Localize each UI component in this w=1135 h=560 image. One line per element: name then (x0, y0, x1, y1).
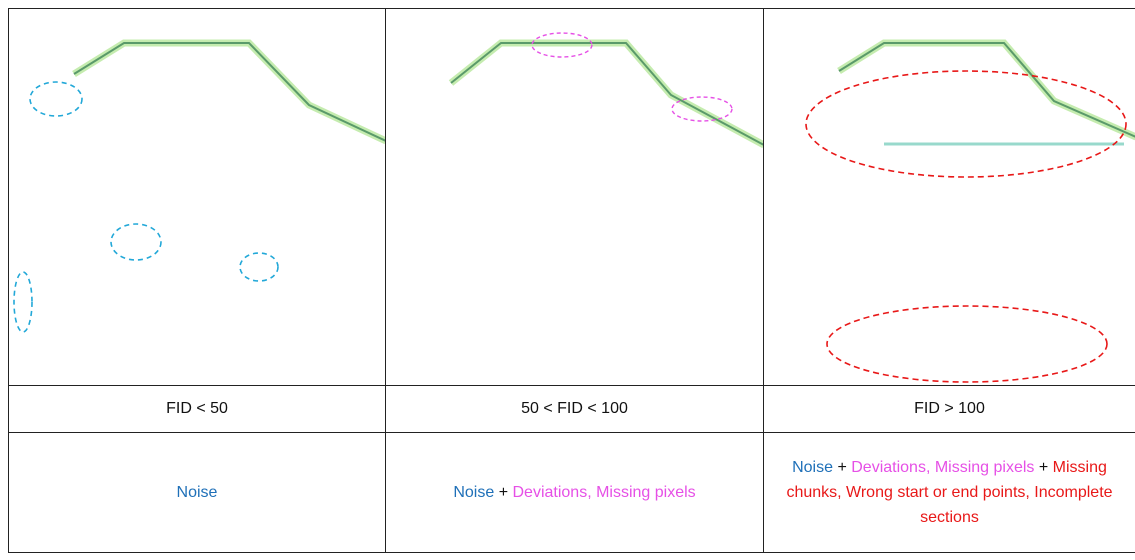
description-segment: Deviations, Missing pixels (512, 484, 695, 501)
image-drawing (386, 9, 764, 386)
fid-label: FID < 50 (8, 385, 385, 432)
sample-image (385, 8, 763, 385)
description-text: Noise + Deviations, Missing pixels (453, 480, 695, 505)
figure: FID < 50 50 < FID < 100 FID > 100 Noise … (0, 0, 1135, 560)
description-segment: Deviations, Missing pixels (851, 459, 1034, 476)
sample-image (8, 8, 385, 385)
description-segment: Noise (792, 459, 833, 476)
description-text: Noise (177, 480, 218, 505)
image-drawing (764, 9, 1135, 386)
sample-image (763, 8, 1135, 385)
error-description: Noise (8, 432, 385, 553)
error-description: Noise + Deviations, Missing pixels (385, 432, 763, 553)
fid-label: 50 < FID < 100 (385, 385, 763, 432)
fid-label: FID > 100 (763, 385, 1135, 432)
error-description: Noise + Deviations, Missing pixels + Mis… (763, 432, 1135, 553)
description-segment: + (1039, 459, 1048, 476)
description-segment: + (499, 484, 508, 501)
description-segment: + (837, 459, 846, 476)
description-text: Noise + Deviations, Missing pixels + Mis… (770, 455, 1129, 530)
description-segment: Noise (177, 484, 218, 501)
image-drawing (9, 9, 386, 386)
description-segment: Noise (453, 484, 494, 501)
